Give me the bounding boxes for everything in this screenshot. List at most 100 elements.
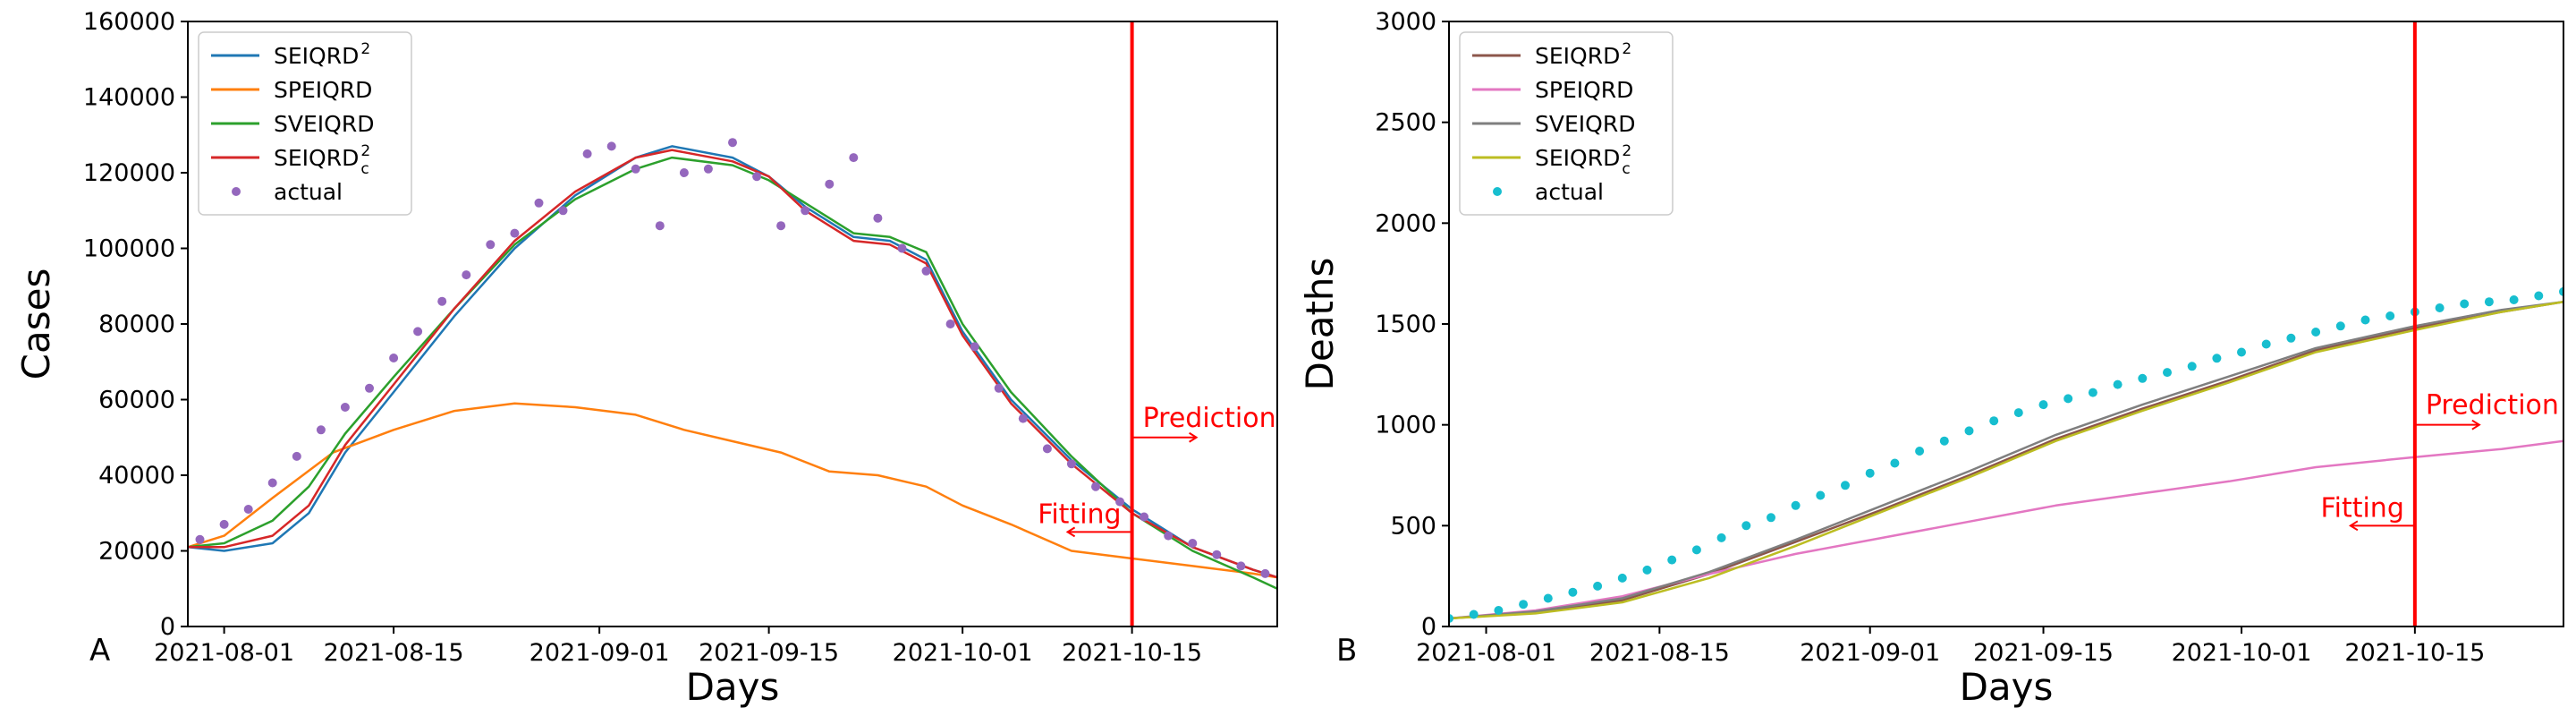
- actual-point: [1617, 573, 1627, 583]
- x-tick-label: 2021-08-01: [154, 639, 294, 667]
- actual-point: [994, 383, 1004, 393]
- fitting-arrowhead: [1065, 526, 1076, 538]
- x-tick-label: 2021-10-15: [2344, 639, 2485, 667]
- actual-point: [1236, 561, 1246, 571]
- actual-point: [1115, 497, 1125, 507]
- actual-point: [2088, 388, 2097, 397]
- legend-label: SEIQRD: [274, 145, 359, 171]
- legend-label: actual: [1535, 179, 1604, 205]
- actual-point: [1469, 609, 1479, 619]
- actual-point: [1519, 600, 1529, 609]
- fitting-arrowhead: [2348, 520, 2359, 532]
- x-tick-label: 2021-09-01: [530, 639, 670, 667]
- prediction-label: Prediction: [2426, 390, 2559, 422]
- actual-point: [1642, 565, 1652, 575]
- legend-label-subscript: c: [360, 160, 369, 178]
- series-line: [188, 156, 1277, 590]
- actual-point: [2063, 394, 2073, 404]
- actual-point: [582, 149, 592, 158]
- actual-point: [2013, 408, 2023, 418]
- legend-label-superscript: 2: [1622, 142, 1631, 160]
- plot-area-b: [1448, 21, 2564, 627]
- legend-label-superscript: 2: [360, 142, 370, 160]
- actual-point: [1767, 513, 1775, 523]
- y-tick-label: 0: [1421, 613, 1436, 641]
- actual-point: [267, 478, 277, 488]
- actual-point: [1691, 545, 1701, 555]
- actual-point: [2509, 295, 2519, 304]
- legend-label-subscript: c: [1622, 160, 1630, 178]
- actual-point: [2385, 311, 2395, 320]
- actual-point: [2113, 379, 2123, 389]
- y-tick-label: 120000: [83, 159, 175, 187]
- y-tick-label: 1000: [1375, 412, 1436, 439]
- actual-point: [1066, 459, 1076, 469]
- y-axis-ticks-a: 0 20000 40000 60000 80000 100000 120000 140000 1…: [83, 8, 188, 641]
- series-line: [188, 402, 1277, 579]
- legend-marker: [232, 187, 241, 196]
- prediction-arrowhead: [2471, 419, 2481, 430]
- series-b-2: [1449, 300, 2563, 620]
- actual-point: [2311, 328, 2321, 337]
- legend-label: SVEIQRD: [274, 111, 374, 137]
- y-axis-label-b: Deaths: [1298, 258, 1342, 391]
- chart-deaths-panel: 2021-08-01 2021-08-15 2021-09-01 2021-09-15…: [1298, 8, 2564, 709]
- actual-point: [849, 153, 859, 163]
- legend-label: SEIQRD: [1535, 43, 1620, 69]
- actual-point: [655, 221, 665, 231]
- actual-point: [1494, 606, 1504, 615]
- actual-point: [486, 240, 496, 250]
- actual-point: [1091, 482, 1100, 491]
- actual-point: [2435, 303, 2445, 312]
- y-tick-label: 100000: [83, 235, 175, 263]
- x-tick-label: 2021-09-01: [1800, 639, 1940, 667]
- actual-point: [1593, 581, 1603, 591]
- actual-point: [1816, 490, 1826, 500]
- actual-point: [921, 266, 931, 276]
- legend-label: SEIQRD: [274, 43, 359, 69]
- actual-point: [631, 164, 640, 174]
- series-line: [188, 145, 1277, 579]
- actual-point: [365, 383, 374, 393]
- prediction-label: Prediction: [1143, 403, 1276, 434]
- actual-point: [1543, 593, 1553, 603]
- actual-point: [1915, 447, 1925, 456]
- y-tick-label: 2500: [1375, 109, 1436, 137]
- actual-point: [2460, 299, 2470, 309]
- y-axis-ticks-b: 0 500 1000 1500 2000 2500 3000: [1375, 8, 1449, 641]
- y-tick-label: 160000: [83, 8, 175, 36]
- x-tick-label: 2021-09-15: [699, 639, 839, 667]
- actual-point: [462, 270, 471, 280]
- actual-point: [243, 505, 253, 514]
- plot-canvas-b: [1449, 21, 2563, 626]
- actual-point: [1667, 555, 1677, 565]
- actual-point: [510, 228, 520, 238]
- actual-point: [2335, 321, 2345, 331]
- actual-point: [413, 327, 423, 337]
- x-axis-label-b: Days: [1960, 665, 2054, 709]
- actual-point: [2261, 339, 2271, 349]
- actual-point: [2038, 400, 2048, 410]
- y-tick-label: 2000: [1375, 209, 1436, 237]
- legend-label: SPEIQRD: [274, 77, 372, 103]
- series-a-3: [188, 149, 1277, 579]
- actual-point: [2534, 291, 2544, 301]
- x-tick-label: 2021-08-15: [324, 639, 464, 667]
- series-a-0: [188, 145, 1277, 579]
- actual-point: [2286, 333, 2296, 343]
- x-axis-ticks-a: 2021-08-01 2021-08-15 2021-09-01 2021-09-15…: [154, 626, 1202, 667]
- panel-letter-b: B: [1336, 633, 1357, 669]
- legend-label-superscript: 2: [1622, 40, 1631, 58]
- fitting-label: Fitting: [1038, 499, 1121, 530]
- x-tick-label: 2021-09-15: [1973, 639, 2114, 667]
- actual-point: [897, 243, 907, 253]
- series-b-4: [1449, 286, 2563, 623]
- series-b-1: [1449, 439, 2563, 620]
- legend-label: actual: [274, 179, 343, 205]
- actual-point: [2212, 354, 2222, 363]
- actual-point: [195, 534, 205, 544]
- y-axis-label-a: Cases: [14, 268, 58, 380]
- actual-point: [1890, 458, 1900, 468]
